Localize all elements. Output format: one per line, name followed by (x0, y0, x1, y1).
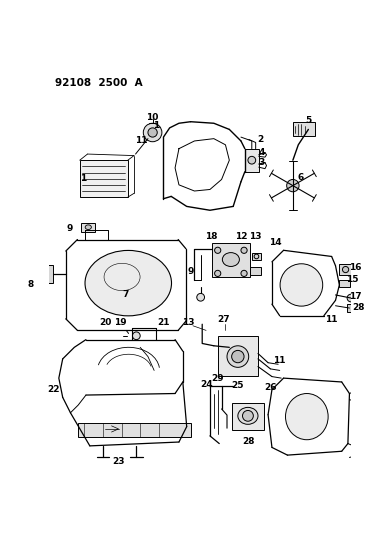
Text: 4: 4 (259, 148, 265, 157)
Text: 22: 22 (47, 385, 60, 394)
Circle shape (215, 247, 221, 253)
Text: 11: 11 (135, 136, 148, 144)
Text: 13: 13 (249, 232, 261, 241)
Circle shape (197, 294, 204, 301)
Text: 29: 29 (211, 374, 224, 383)
Circle shape (241, 247, 247, 253)
Text: 8: 8 (28, 280, 34, 289)
Text: 3: 3 (259, 158, 265, 167)
Bar (81, 223, 95, 232)
Text: 12: 12 (235, 232, 247, 241)
Text: 27: 27 (218, 315, 230, 324)
Text: 6: 6 (298, 173, 304, 182)
Text: 1: 1 (80, 174, 87, 183)
Text: 5: 5 (305, 116, 312, 125)
Text: 16: 16 (349, 263, 361, 272)
Bar (12, 268, 23, 280)
Ellipse shape (222, 253, 239, 266)
Circle shape (143, 123, 162, 142)
Text: 18: 18 (205, 232, 218, 241)
Text: 7: 7 (123, 289, 129, 298)
Text: 24: 24 (200, 380, 213, 389)
Text: 14: 14 (269, 238, 282, 247)
Text: 21: 21 (157, 318, 170, 327)
Bar (218, 336, 258, 376)
Bar (339, 264, 352, 275)
Circle shape (347, 294, 355, 302)
Bar (252, 253, 261, 260)
Text: 9: 9 (187, 268, 194, 276)
Text: 2: 2 (257, 135, 264, 144)
Circle shape (241, 270, 247, 277)
Bar (78, 423, 191, 437)
Circle shape (232, 350, 244, 363)
Circle shape (248, 156, 256, 164)
Text: 15: 15 (346, 275, 359, 284)
Ellipse shape (238, 407, 258, 424)
Bar (339, 280, 350, 287)
Ellipse shape (85, 251, 172, 316)
Circle shape (243, 410, 254, 421)
Text: 92108  2500  A: 92108 2500 A (55, 78, 143, 88)
Text: 23: 23 (112, 457, 125, 466)
Bar (250, 267, 261, 275)
Text: 9: 9 (66, 224, 73, 233)
Circle shape (287, 180, 299, 192)
Text: 20: 20 (99, 318, 112, 327)
Circle shape (342, 266, 349, 273)
Text: 28: 28 (353, 303, 365, 312)
Bar (245, 149, 259, 172)
Ellipse shape (227, 346, 249, 367)
Text: 25: 25 (231, 381, 243, 390)
Text: 11: 11 (325, 315, 338, 324)
Text: 1: 1 (152, 121, 159, 130)
Text: 28: 28 (243, 437, 255, 446)
Text: 13: 13 (182, 318, 195, 327)
Circle shape (215, 270, 221, 277)
Text: 26: 26 (264, 383, 277, 392)
Ellipse shape (285, 393, 328, 440)
Bar (211, 243, 250, 277)
Bar (293, 122, 315, 135)
Circle shape (148, 128, 157, 137)
Ellipse shape (85, 225, 91, 230)
Bar (80, 160, 128, 197)
Ellipse shape (280, 264, 323, 306)
Circle shape (133, 332, 140, 340)
Bar (232, 403, 264, 430)
Text: 19: 19 (115, 318, 127, 327)
Text: 17: 17 (349, 292, 361, 301)
Text: 11: 11 (273, 356, 286, 365)
Bar (347, 304, 356, 312)
Text: 10: 10 (146, 112, 159, 122)
Bar (23, 265, 53, 283)
